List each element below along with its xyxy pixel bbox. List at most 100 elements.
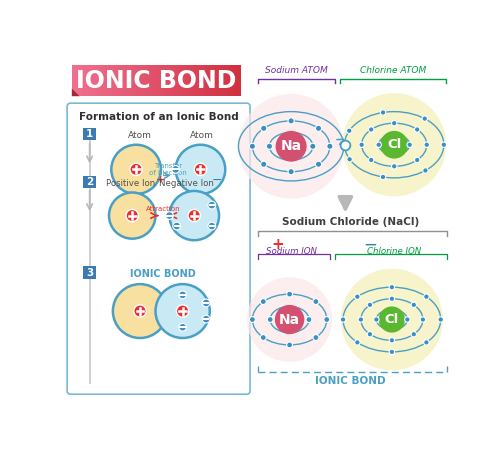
Circle shape	[288, 118, 294, 124]
Text: −: −	[363, 236, 377, 254]
Circle shape	[109, 193, 156, 239]
Circle shape	[404, 317, 410, 322]
Circle shape	[313, 335, 319, 340]
Circle shape	[176, 145, 226, 194]
Circle shape	[202, 315, 210, 323]
Circle shape	[380, 174, 386, 180]
Circle shape	[380, 110, 386, 115]
Circle shape	[368, 127, 374, 132]
Circle shape	[286, 342, 292, 348]
Circle shape	[113, 284, 167, 338]
Circle shape	[286, 291, 292, 297]
Circle shape	[194, 163, 206, 176]
Circle shape	[306, 317, 312, 322]
Circle shape	[367, 302, 372, 308]
Circle shape	[260, 299, 266, 304]
Circle shape	[380, 131, 408, 158]
Circle shape	[316, 161, 322, 167]
Text: Cl: Cl	[387, 138, 402, 151]
Circle shape	[208, 222, 216, 230]
Circle shape	[389, 296, 394, 301]
Circle shape	[202, 299, 210, 307]
Text: Formation of an Ionic Bond: Formation of an Ionic Bond	[78, 112, 238, 122]
Circle shape	[414, 157, 420, 163]
Circle shape	[250, 143, 256, 150]
Circle shape	[359, 142, 364, 147]
FancyBboxPatch shape	[67, 103, 250, 394]
Circle shape	[422, 168, 428, 173]
Text: Sodium ATOM: Sodium ATOM	[265, 66, 328, 75]
Text: Atom: Atom	[190, 131, 214, 140]
Circle shape	[126, 209, 138, 222]
Circle shape	[247, 277, 332, 362]
Circle shape	[310, 143, 316, 150]
Circle shape	[424, 340, 429, 345]
Text: Negative Ion: Negative Ion	[159, 179, 214, 188]
Circle shape	[411, 302, 416, 308]
Circle shape	[389, 349, 394, 355]
Circle shape	[276, 131, 306, 162]
Circle shape	[358, 317, 364, 322]
Circle shape	[166, 212, 173, 220]
Circle shape	[260, 125, 267, 132]
Circle shape	[368, 157, 374, 163]
Circle shape	[340, 143, 347, 150]
Text: 2: 2	[86, 177, 93, 187]
Circle shape	[208, 201, 216, 209]
Text: Cl: Cl	[385, 313, 399, 326]
Text: Attraction: Attraction	[146, 206, 180, 211]
Circle shape	[422, 116, 428, 121]
Circle shape	[438, 317, 444, 322]
Circle shape	[389, 338, 394, 343]
Text: IONIC BOND: IONIC BOND	[76, 69, 236, 93]
Circle shape	[260, 161, 267, 167]
Circle shape	[420, 317, 426, 322]
Circle shape	[176, 305, 189, 317]
Text: +: +	[156, 175, 165, 185]
Circle shape	[392, 163, 397, 169]
Circle shape	[250, 317, 256, 322]
Circle shape	[346, 128, 352, 133]
Circle shape	[378, 306, 405, 333]
Circle shape	[172, 166, 180, 173]
Text: Na: Na	[280, 139, 301, 153]
Circle shape	[347, 157, 352, 162]
Circle shape	[112, 145, 161, 194]
Circle shape	[340, 269, 443, 370]
Circle shape	[411, 331, 416, 337]
Text: +: +	[272, 238, 284, 252]
Circle shape	[288, 169, 294, 175]
Text: 3: 3	[86, 268, 93, 277]
Circle shape	[238, 94, 344, 198]
Circle shape	[407, 142, 412, 147]
Circle shape	[424, 142, 430, 147]
Circle shape	[170, 191, 219, 240]
Circle shape	[130, 163, 142, 176]
Circle shape	[340, 317, 346, 322]
Circle shape	[354, 340, 360, 345]
Circle shape	[275, 305, 304, 334]
Text: Positive Ion: Positive Ion	[106, 179, 156, 188]
Circle shape	[179, 291, 186, 299]
Circle shape	[156, 284, 210, 338]
Circle shape	[188, 209, 200, 222]
Circle shape	[424, 294, 429, 299]
Circle shape	[316, 125, 322, 132]
FancyBboxPatch shape	[84, 176, 96, 188]
Text: IONIC BOND: IONIC BOND	[316, 376, 386, 386]
Text: Transfer
of Electron: Transfer of Electron	[150, 163, 187, 176]
Text: Chlorine ATOM: Chlorine ATOM	[360, 66, 426, 75]
Circle shape	[342, 93, 446, 196]
Circle shape	[327, 143, 333, 150]
FancyBboxPatch shape	[84, 128, 96, 140]
Text: IONIC BOND: IONIC BOND	[130, 269, 196, 279]
Text: Sodium ION: Sodium ION	[266, 247, 316, 255]
Text: Sodium Chloride (NaCl): Sodium Chloride (NaCl)	[282, 217, 420, 227]
Circle shape	[313, 299, 319, 304]
Circle shape	[389, 285, 394, 290]
Circle shape	[392, 120, 397, 126]
Circle shape	[374, 317, 379, 322]
Circle shape	[173, 222, 180, 230]
Circle shape	[260, 335, 266, 340]
Text: Chlorine ION: Chlorine ION	[367, 247, 422, 255]
